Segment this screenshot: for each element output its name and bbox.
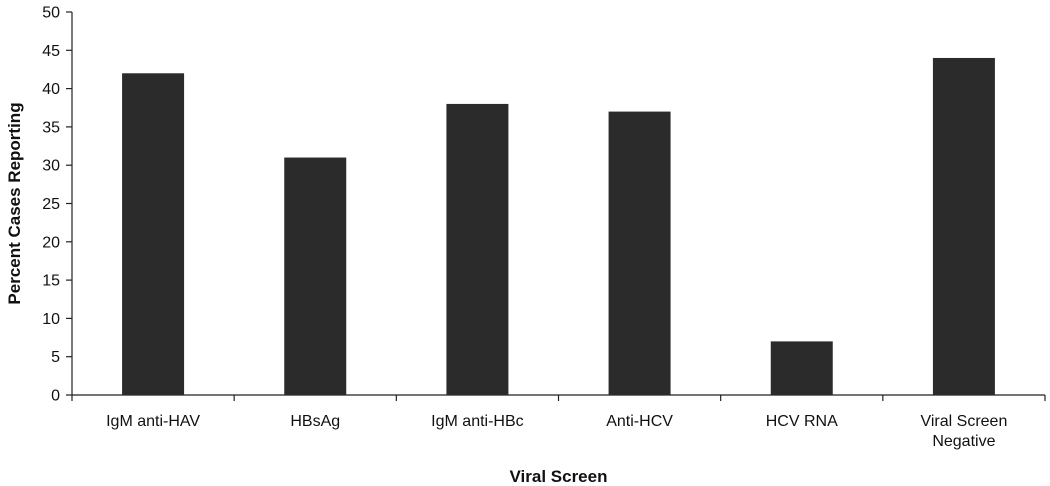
y-tick-label: 35 (42, 119, 60, 136)
bar (932, 57, 995, 396)
x-tick-label: IgM anti-HBc (431, 413, 523, 430)
y-tick-label: 10 (42, 311, 60, 328)
y-tick-label: 15 (42, 273, 60, 290)
x-axis (71, 394, 1046, 401)
y-tick-label: 50 (42, 5, 60, 22)
bar (122, 73, 185, 395)
y-tick-label: 25 (42, 196, 60, 213)
y-tick-label: 30 (42, 158, 60, 175)
x-tick-label: IgM anti-HAV (106, 413, 200, 430)
y-axis: 0 5 10 15 20 25 30 35 40 45 50 (42, 5, 73, 405)
y-tick-label: 40 (42, 81, 60, 98)
y-tick-label: 20 (42, 234, 60, 251)
bars (122, 57, 995, 396)
y-axis-title: Percent Cases Reporting (5, 102, 24, 304)
x-tick-label: Viral Screen Negative (920, 413, 1007, 450)
y-tick-label: 45 (42, 43, 60, 60)
bar (608, 111, 671, 395)
y-tick-label: 0 (51, 388, 60, 405)
x-axis-title: Viral Screen (510, 467, 608, 486)
bar (770, 341, 833, 395)
y-tick-label: 5 (51, 349, 60, 366)
bar (284, 157, 347, 395)
x-tick-label: HBsAg (290, 413, 340, 430)
category-labels: IgM anti-HAV HBsAg IgM anti-HBc Anti-HCV HCV… (106, 413, 1007, 450)
x-tick-label: Anti-HCV (606, 413, 673, 430)
x-tick-label: HCV RNA (766, 413, 838, 430)
bar (446, 103, 509, 396)
